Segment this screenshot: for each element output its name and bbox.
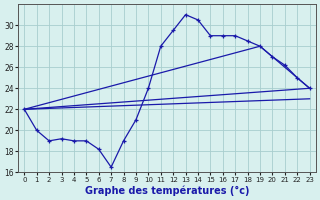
X-axis label: Graphe des températures (°c): Graphe des températures (°c)	[85, 185, 249, 196]
